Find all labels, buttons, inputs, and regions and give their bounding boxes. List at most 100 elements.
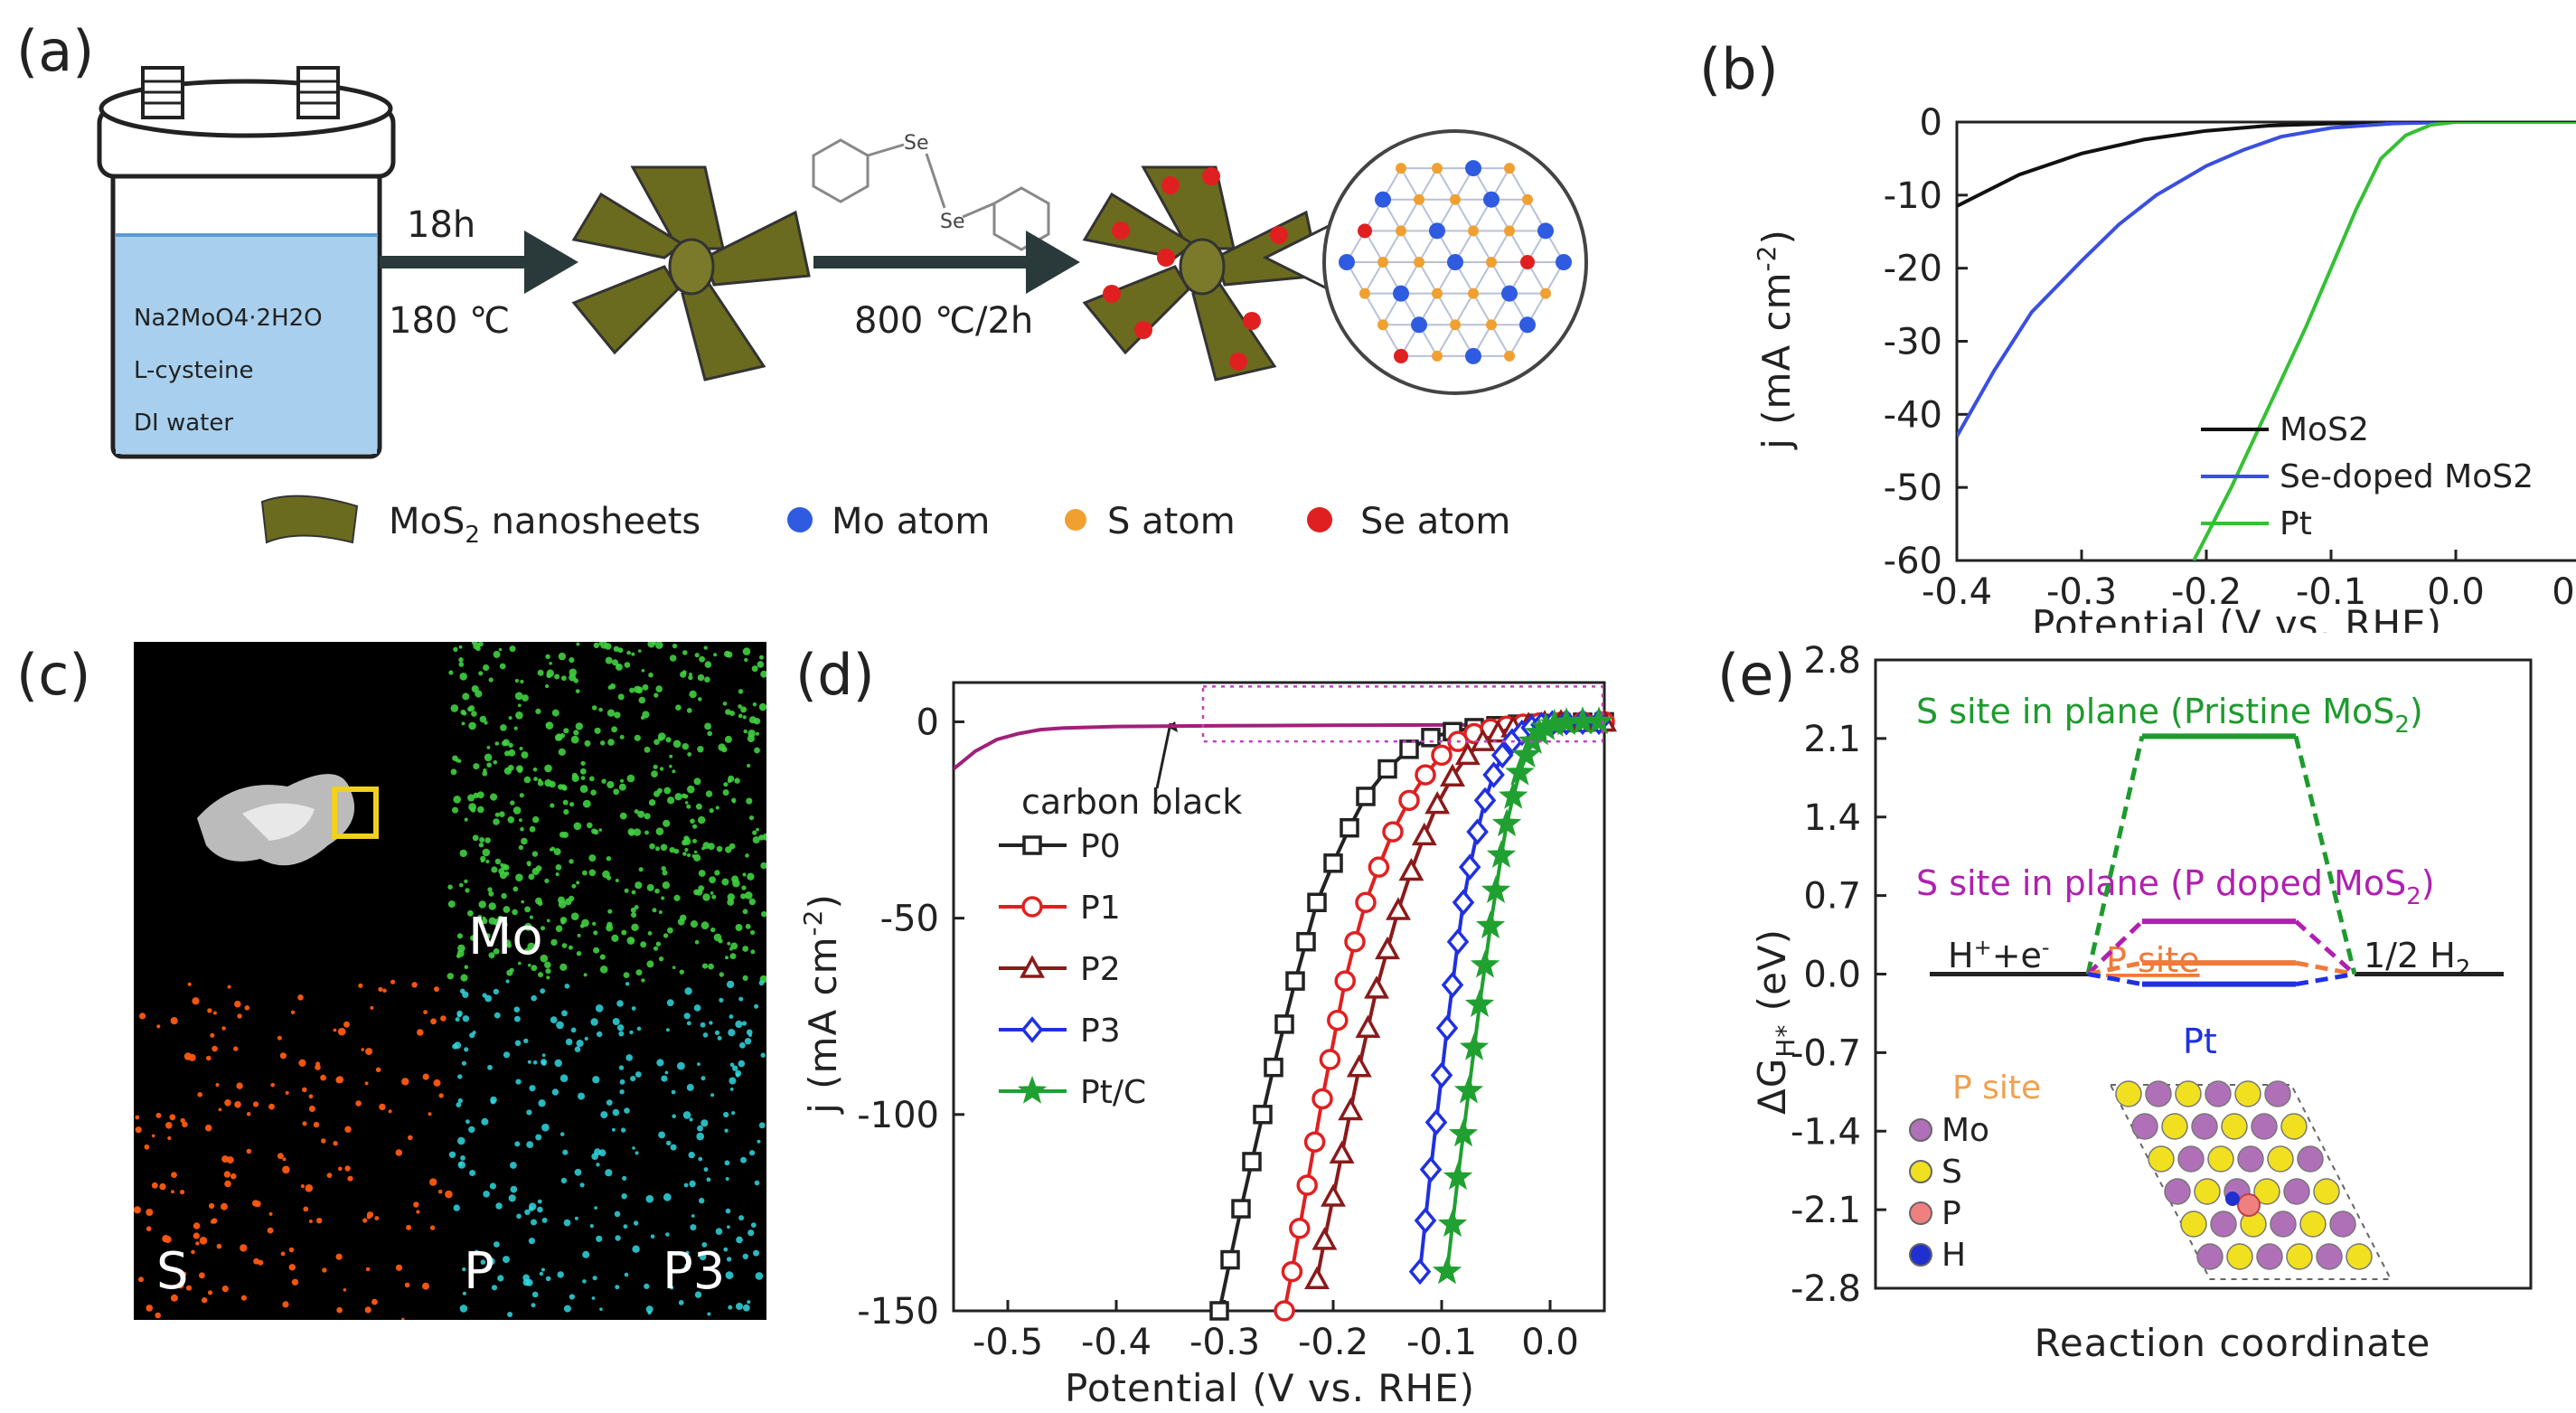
eds-dot [631,923,639,931]
eds-dot [638,649,642,653]
eds-dot [729,1088,734,1091]
eds-dot [155,1312,161,1319]
eds-dot [540,988,546,994]
mo-atom [2131,1113,2158,1140]
eds-dot [704,676,710,683]
y-tick-label: -50 [880,899,939,940]
eds-dot [508,1194,516,1202]
eds-dot [193,1232,200,1239]
eds-dot [744,1038,752,1045]
panel-e-chart: ΔGH* (eV) Reaction coordinate S site in … [1750,640,2533,1365]
eds-dot [541,1053,546,1058]
eds-dot [747,734,756,743]
eds-dot [539,1271,544,1276]
eds-dot [696,1132,704,1141]
lattice-atom [1411,316,1427,334]
s-atom [2299,1210,2327,1238]
eds-dot [682,1111,691,1119]
s-atom [2207,1145,2234,1173]
eds-dot [507,816,515,824]
eds-dot [644,813,651,820]
eds-dot [545,1276,551,1282]
y-tick-label: 0.7 [1803,876,1861,918]
mo-atom [2297,1145,2324,1173]
eds-dot [677,1061,685,1070]
eds-dot [558,784,564,790]
eds-dot [704,722,711,730]
eds-dot [570,735,579,744]
eds-dot [615,879,619,882]
eds-dot [710,1093,715,1097]
eds-dot [674,793,682,801]
eds-dot [358,983,363,988]
eds-dot [614,1210,621,1218]
eds-dot [456,1013,462,1018]
eds-dot [401,1317,405,1320]
eds-dot [666,999,674,1007]
eds-dot [729,1077,737,1085]
eds-dot [422,1282,429,1290]
eds-dot [560,1177,568,1184]
map-label-s: S [156,1242,189,1301]
eds-dot [593,947,600,954]
eds-dot [692,824,698,829]
lattice-atom [1375,191,1391,208]
eds-dot [615,1235,621,1241]
eds-dot [474,1249,479,1255]
eds-dot [747,763,751,768]
eds-dot [504,750,511,757]
y-tick-label: 0.0 [1803,955,1861,996]
y-tick-label: 1.4 [1803,797,1861,839]
eds-dot [618,1031,625,1037]
eds-dot [661,1075,668,1082]
lattice-atom [1501,285,1518,302]
eds-dot [682,650,688,655]
eds-dot [366,1214,371,1220]
eds-dot [612,1108,620,1116]
eds-dot [538,778,542,783]
eds-dot [520,826,524,832]
reagent-se-1: Se [904,132,929,155]
eds-dot [677,918,685,926]
eds-dot [545,968,551,975]
legend-marker-4 [1017,1075,1048,1104]
eds-dot [707,1312,711,1316]
eds-dot [708,963,714,970]
lattice-atom [1504,350,1515,362]
eds-dot [482,770,488,777]
eds-dot [591,828,597,834]
eds-dot [221,1286,229,1293]
eds-dot [212,1011,217,1015]
eds-dot [169,1114,176,1121]
lattice-atom [1483,191,1500,208]
eds-dot [218,1107,222,1112]
eds-dot [738,689,744,694]
eds-dot [308,1220,313,1223]
data-point-4 [1446,928,1470,956]
eds-dot [616,1024,625,1031]
data-point-2 [1281,1260,1303,1283]
eds-dot [729,1014,734,1019]
eds-dot [465,888,470,893]
eds-dot [514,678,519,683]
eds-dot [537,1206,543,1213]
eds-dot [515,1079,522,1085]
s-atom [2161,1113,2188,1140]
eds-dot [726,980,735,989]
eds-dot [343,1288,347,1292]
eds-dot [545,683,550,689]
eds-dot [740,706,747,713]
eds-dot [411,982,418,988]
unit-cell [2109,1084,2393,1280]
map-label-mo: Mo [468,908,543,966]
eds-dot [634,734,641,741]
eds-dot [559,1132,565,1136]
eds-dot [288,1264,296,1271]
data-point-2 [1289,1218,1311,1239]
eds-dot [509,645,516,653]
inset-title: P site [1952,1069,2041,1107]
eds-dot [522,694,529,702]
eds-dot [333,1028,337,1032]
eds-dot [630,1076,636,1082]
eds-dot [524,1209,531,1216]
